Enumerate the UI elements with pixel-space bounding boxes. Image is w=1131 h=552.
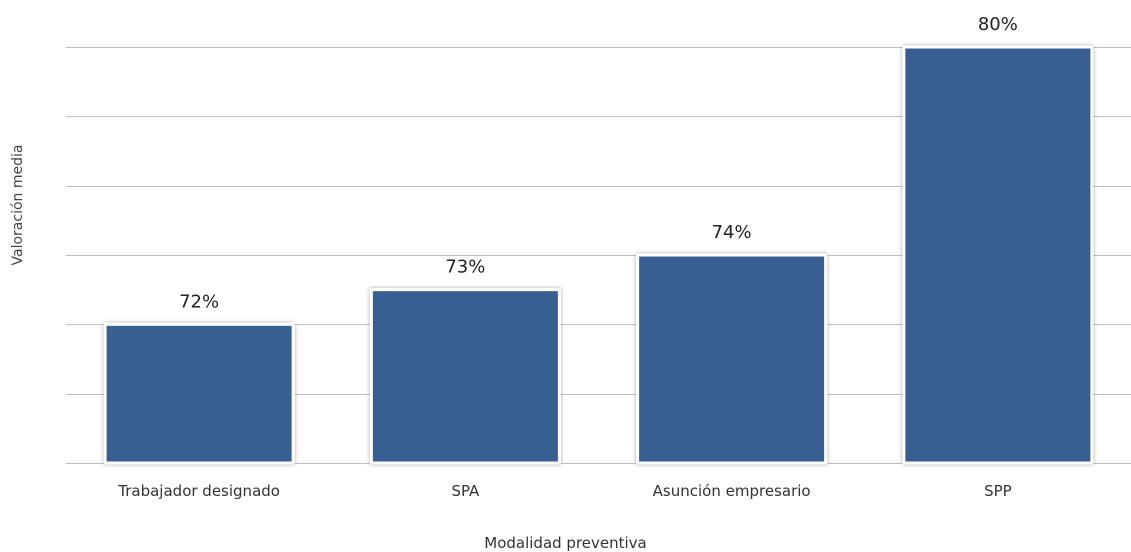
bars — [103, 45, 1094, 465]
x-tick-label: Trabajador designado — [117, 482, 280, 500]
x-axis-label: Modalidad preventiva — [484, 534, 647, 552]
value-label: 74% — [712, 222, 752, 243]
bar-2 — [369, 288, 561, 465]
x-tick-label: Asunción empresario — [653, 482, 811, 500]
value-label: 72% — [179, 291, 219, 312]
bar-4 — [902, 45, 1094, 465]
x-tick-label: SPP — [984, 482, 1012, 500]
y-axis-label: Valoración media — [10, 144, 26, 266]
bar-1 — [103, 322, 295, 465]
value-labels: 72% 73% 74% 80% — [179, 14, 1018, 312]
value-label: 80% — [978, 14, 1018, 35]
value-label: 73% — [445, 257, 485, 278]
bar-3 — [636, 253, 828, 465]
x-tick-labels: Trabajador designado SPA Asunción empresar… — [117, 482, 1011, 500]
x-tick-label: SPA — [451, 482, 480, 500]
